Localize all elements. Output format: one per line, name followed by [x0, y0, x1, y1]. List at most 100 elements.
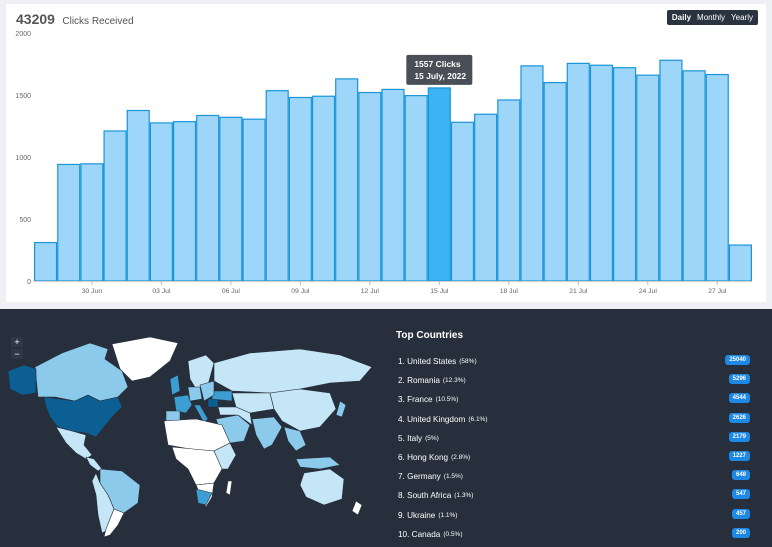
- map-region-china[interactable]: [269, 388, 337, 432]
- bar[interactable]: [149, 122, 173, 282]
- country-percent: (1.1%): [438, 511, 458, 519]
- range-yearly-button[interactable]: Yearly: [731, 13, 753, 22]
- total-clicks-label: Clicks Received: [62, 16, 134, 27]
- bar[interactable]: [358, 91, 382, 282]
- map-region-canada[interactable]: [34, 342, 129, 402]
- bar[interactable]: [520, 65, 544, 282]
- map-region-turkey-iran[interactable]: [217, 406, 253, 426]
- bar[interactable]: [335, 78, 359, 282]
- range-daily-button[interactable]: Daily: [671, 13, 692, 22]
- map-region-southeast-asia[interactable]: [283, 426, 307, 452]
- bar[interactable]: [636, 74, 660, 282]
- map-region-central-asia[interactable]: [231, 392, 275, 414]
- bar[interactable]: [57, 163, 81, 282]
- country-percent: (2.8%): [451, 454, 471, 462]
- country-row[interactable]: 5. Italy (5%) 2179: [398, 429, 750, 448]
- country-row[interactable]: 2. Romania (12.3%) 5296: [398, 371, 750, 390]
- y-tick-label: 500: [19, 217, 31, 224]
- map-region-indonesia[interactable]: [295, 456, 341, 470]
- bar[interactable]: [589, 64, 614, 282]
- map-region-russia[interactable]: [213, 348, 373, 394]
- country-name: 8. South Africa: [398, 491, 452, 501]
- top-countries-title: Top Countries: [396, 330, 464, 341]
- country-count-badge: 25040: [725, 355, 750, 365]
- map-region-australia[interactable]: [299, 468, 345, 506]
- map-region-argentina[interactable]: [103, 508, 125, 538]
- bar[interactable]: [103, 130, 127, 282]
- map-region-south-africa[interactable]: [195, 488, 213, 506]
- country-row[interactable]: 7. Germany (1.5%) 648: [398, 467, 750, 486]
- x-tick-label: 21 Jul: [569, 288, 588, 295]
- x-tick-label: 24 Jul: [639, 288, 658, 295]
- x-tick-label: 15 Jul: [430, 288, 449, 295]
- country-row[interactable]: 8. South Africa (1.3%) 547: [398, 486, 750, 505]
- map-region-madagascar[interactable]: [225, 480, 233, 496]
- map-region-romania[interactable]: [207, 398, 219, 408]
- bar[interactable]: [80, 163, 104, 282]
- map-region-japan[interactable]: [335, 400, 347, 418]
- map-region-italy[interactable]: [193, 404, 209, 424]
- bar[interactable]: [682, 70, 706, 282]
- bar[interactable]: [219, 116, 243, 282]
- bar[interactable]: [404, 95, 428, 282]
- country-name: 1. United States: [398, 357, 457, 367]
- bar[interactable]: [543, 81, 567, 282]
- country-row[interactable]: 9. Ukraine (1.1%) 457: [398, 506, 750, 525]
- map-region-mexico[interactable]: [55, 426, 93, 460]
- map-region-spain[interactable]: [165, 410, 181, 422]
- map-zoom-out-button[interactable]: −: [11, 349, 23, 359]
- bar[interactable]: [288, 96, 312, 282]
- country-row[interactable]: 3. France (10.5%) 4544: [398, 390, 750, 409]
- tooltip-box: [406, 54, 473, 85]
- map-region-eastern-europe[interactable]: [199, 380, 215, 402]
- map-zoom-in-button[interactable]: +: [11, 337, 23, 347]
- country-row[interactable]: 1. United States (58%) 25040: [398, 352, 750, 371]
- country-row[interactable]: 4. United Kingdom (6.1%) 2626: [398, 410, 750, 429]
- map-region-france[interactable]: [173, 394, 193, 414]
- map-region-united-states[interactable]: [43, 394, 123, 438]
- bar[interactable]: [474, 113, 498, 282]
- map-region-united-kingdom[interactable]: [169, 374, 181, 396]
- map-region-alaska[interactable]: [7, 364, 37, 396]
- chart-tooltip: 1557 Clicks 15 July, 2022: [406, 54, 473, 85]
- tooltip-date: 15 July, 2022: [414, 71, 466, 81]
- map-region-india[interactable]: [251, 416, 283, 450]
- country-count-badge: 2626: [728, 412, 750, 423]
- map-region-new-zealand[interactable]: [351, 500, 363, 516]
- country-row[interactable]: 10. Canada (0.5%) 200: [398, 525, 750, 544]
- bar[interactable]: [126, 109, 150, 282]
- country-name: 6. Hong Kong: [398, 453, 449, 463]
- bar[interactable]: [265, 90, 289, 282]
- map-region-east-africa[interactable]: [213, 442, 237, 470]
- bar[interactable]: [613, 67, 637, 282]
- world-map[interactable]: [0, 309, 390, 547]
- bar[interactable]: [381, 88, 405, 282]
- bar[interactable]: [728, 244, 753, 282]
- bar[interactable]: [172, 121, 197, 282]
- bar[interactable]: [34, 241, 58, 282]
- x-tick-label: 09 Jul: [291, 288, 310, 295]
- bar[interactable]: [311, 95, 336, 282]
- bar[interactable]: [242, 118, 266, 282]
- bar[interactable]: [497, 99, 521, 282]
- country-count-badge: 5296: [728, 374, 750, 385]
- y-axis: 0 500 1000 1500 2000: [15, 31, 31, 286]
- bar[interactable]: [705, 73, 729, 282]
- bar[interactable]: [566, 62, 590, 282]
- bar[interactable]: [450, 121, 475, 282]
- clicks-chart-card: 43209 Clicks Received Daily Monthly Year…: [6, 4, 766, 302]
- x-axis: 30 Jun 03 Jul 06 Jul 09 Jul 12 Jul 15 Jul 18 J…: [34, 281, 752, 295]
- country-name: 10. Canada: [398, 529, 441, 539]
- country-row[interactable]: 6. Hong Kong (2.8%) 1227: [398, 448, 750, 467]
- map-region-central-america[interactable]: [85, 456, 103, 472]
- bar[interactable]: [659, 59, 683, 282]
- bar[interactable]: [196, 114, 220, 282]
- clicks-bar-chart: 0 500 1000 1500 2000 30 Jun 03 Jul 06 Jul 09 Ju…: [15, 31, 753, 295]
- country-count-badge: 4544: [728, 393, 750, 404]
- country-percent: (0.5%): [443, 530, 463, 538]
- map-region-germany[interactable]: [187, 386, 203, 402]
- bar-series: [34, 59, 753, 282]
- range-monthly-button[interactable]: Monthly: [697, 13, 726, 22]
- map-region-ukraine[interactable]: [211, 390, 233, 402]
- bar[interactable]: [427, 87, 451, 282]
